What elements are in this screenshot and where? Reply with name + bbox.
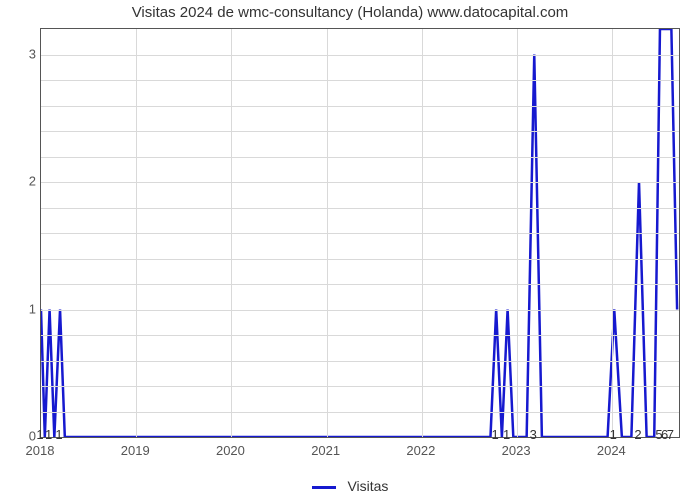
gridline-v	[231, 29, 232, 437]
x-tick-label: 2020	[216, 443, 245, 458]
gridline-v	[327, 29, 328, 437]
data-point-label: 1	[492, 427, 499, 442]
legend: Visitas	[0, 478, 700, 494]
data-point-label: 1	[610, 427, 617, 442]
gridline-v	[422, 29, 423, 437]
data-point-label: 1	[36, 427, 43, 442]
plot-area	[40, 28, 680, 438]
x-tick-label: 2023	[502, 443, 531, 458]
x-tick-label: 2022	[406, 443, 435, 458]
gridline-v	[136, 29, 137, 437]
chart-container: Visitas 2024 de wmc-consultancy (Holanda…	[0, 0, 700, 500]
data-point-label: 1	[45, 427, 52, 442]
gridline-v	[517, 29, 518, 437]
x-tick-label: 2024	[597, 443, 626, 458]
y-tick-label: 2	[0, 174, 36, 189]
legend-label: Visitas	[347, 478, 388, 494]
gridline-v	[612, 29, 613, 437]
x-tick-label: 2021	[311, 443, 340, 458]
data-point-label: 1	[503, 427, 510, 442]
data-point-label: 2	[634, 427, 641, 442]
x-tick-label: 2019	[121, 443, 150, 458]
y-tick-label: 0	[0, 429, 36, 444]
y-tick-label: 3	[0, 46, 36, 61]
x-tick-label: 2018	[26, 443, 55, 458]
data-point-label: 7	[667, 427, 674, 442]
data-point-label: 1	[55, 427, 62, 442]
legend-swatch	[312, 486, 336, 489]
data-point-label: 3	[530, 427, 537, 442]
chart-title: Visitas 2024 de wmc-consultancy (Holanda…	[0, 4, 700, 21]
y-tick-label: 1	[0, 301, 36, 316]
